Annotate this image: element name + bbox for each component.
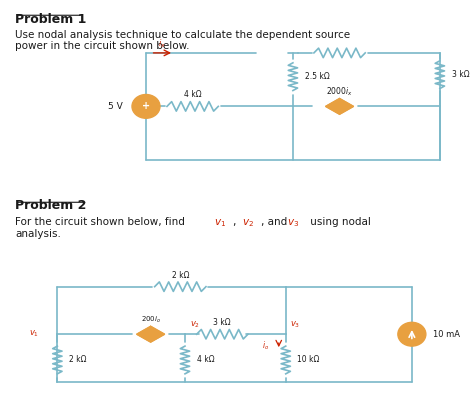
Text: $v_2$: $v_2$ (242, 217, 254, 229)
Text: For the circuit shown below, find: For the circuit shown below, find (15, 217, 189, 227)
Text: , and: , and (261, 217, 291, 227)
Text: 3 kΩ: 3 kΩ (452, 70, 469, 79)
Text: +: + (142, 101, 150, 111)
Text: Use nodal analysis technique to calculate the dependent source: Use nodal analysis technique to calculat… (15, 30, 350, 40)
Text: 5 V: 5 V (108, 102, 123, 111)
Text: Problem 1: Problem 1 (15, 13, 87, 26)
Polygon shape (326, 99, 354, 114)
Text: using nodal: using nodal (307, 217, 371, 227)
Circle shape (398, 322, 426, 346)
Text: ,: , (233, 217, 240, 227)
Text: 10 mA: 10 mA (433, 330, 460, 339)
Text: 2.5 kΩ: 2.5 kΩ (305, 72, 329, 81)
Text: 2 kΩ: 2 kΩ (172, 271, 189, 280)
Text: $v_3$: $v_3$ (287, 217, 300, 229)
Polygon shape (137, 326, 164, 342)
Text: 4 kΩ: 4 kΩ (197, 356, 214, 364)
Text: power in the circuit shown below.: power in the circuit shown below. (15, 41, 190, 51)
Text: 4 kΩ: 4 kΩ (184, 90, 201, 99)
Text: 2000$i_x$: 2000$i_x$ (326, 85, 353, 98)
Text: $v_2$: $v_2$ (190, 320, 200, 330)
Text: $i_x$: $i_x$ (158, 37, 165, 50)
Text: analysis.: analysis. (15, 229, 61, 239)
Text: 2 kΩ: 2 kΩ (69, 356, 87, 364)
Text: $i_o$: $i_o$ (262, 340, 269, 352)
Text: 3 kΩ: 3 kΩ (213, 318, 231, 327)
Text: 10 kΩ: 10 kΩ (297, 356, 320, 364)
Circle shape (132, 95, 160, 118)
Text: $v_1$: $v_1$ (214, 217, 226, 229)
Text: Problem 2: Problem 2 (15, 200, 87, 213)
Text: 200$i_o$: 200$i_o$ (141, 315, 161, 326)
Text: $v_3$: $v_3$ (291, 320, 301, 330)
Text: $v_1$: $v_1$ (28, 329, 39, 340)
